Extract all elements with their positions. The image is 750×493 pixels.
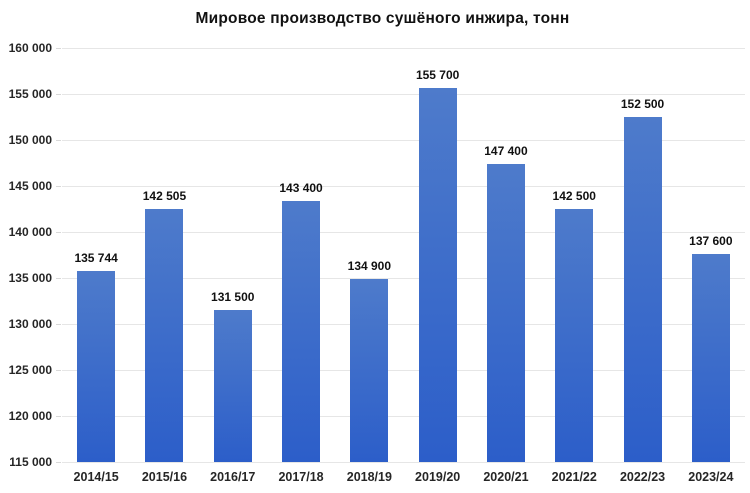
- data-label: 143 400: [279, 180, 323, 195]
- x-axis-label: 2016/17: [210, 470, 256, 484]
- plot-area: 115 000 120 000 125 000 130 000 135 000 140 0…: [9, 41, 745, 484]
- gridline: [62, 186, 745, 187]
- data-label: 137 600: [689, 234, 733, 249]
- gridline: [62, 232, 745, 233]
- y-axis-label: 140 000: [8, 225, 52, 239]
- x-axis-label: 2023/24: [688, 470, 734, 484]
- y-axis-label: 115 000: [9, 455, 52, 469]
- x-axis-label: 2017/18: [278, 470, 324, 484]
- y-axis-label: 120 000: [8, 409, 52, 423]
- y-axis-tick: [56, 370, 61, 371]
- y-axis-label: 155 000: [8, 87, 52, 101]
- data-label: 131 500: [211, 290, 255, 305]
- y-axis-label: 150 000: [8, 133, 52, 147]
- x-axis-label: 2021/22: [551, 470, 597, 484]
- gridline: [62, 48, 745, 49]
- data-label: 155 700: [415, 67, 460, 82]
- y-axis-tick: [56, 278, 61, 279]
- y-axis-tick: [56, 232, 61, 233]
- y-axis-label: 135 000: [8, 271, 52, 285]
- gridline: [62, 140, 745, 141]
- bar-2016-17: [213, 310, 252, 462]
- gridline: [62, 278, 745, 279]
- y-axis-tick: [56, 186, 61, 187]
- gridline: [62, 324, 745, 325]
- x-axis-label: 2015/16: [141, 470, 188, 484]
- bar-2017-18: [282, 200, 321, 462]
- data-label: 135 744: [74, 251, 118, 266]
- y-axis-tick: [56, 48, 61, 49]
- data-label: 134 900: [347, 258, 392, 273]
- bar-2015-16: [145, 208, 184, 462]
- x-axis-label: 2019/20: [415, 470, 461, 484]
- bar-2021-22: [555, 209, 594, 462]
- y-axis-label: 160 000: [8, 41, 52, 55]
- y-axis-tick: [56, 140, 61, 141]
- bar-2014-15: [77, 271, 116, 462]
- bar-2023-24: [691, 254, 730, 462]
- y-axis-label: 145 000: [8, 179, 52, 193]
- data-label: 142 500: [552, 189, 596, 203]
- x-axis-label: 2020/21: [483, 470, 529, 484]
- y-axis-tick: [56, 462, 61, 463]
- x-axis-label: 2018/19: [346, 470, 392, 484]
- bar-2020-21: [486, 163, 525, 462]
- x-axis-label: 2014/15: [73, 470, 119, 484]
- gridline: [62, 416, 745, 417]
- bar-2019-20: [418, 87, 457, 462]
- chart-title: Мировое производство сушёного инжира, то…: [195, 10, 570, 27]
- x-axis-label: 2022/23: [619, 470, 666, 484]
- y-axis-tick: [56, 94, 61, 95]
- gridline: [62, 370, 745, 371]
- data-label: 147 400: [484, 143, 528, 158]
- gridline: [62, 94, 745, 95]
- y-axis-tick: [56, 416, 61, 417]
- bar-2018-19: [350, 278, 389, 462]
- y-axis-label: 130 000: [8, 317, 52, 331]
- bar-2022-23: [623, 117, 662, 462]
- data-label: 142 505: [142, 188, 187, 203]
- y-axis-tick: [56, 324, 61, 325]
- data-label: 152 500: [620, 97, 665, 111]
- y-axis-label: 125 000: [8, 363, 52, 377]
- gridline: [62, 462, 745, 463]
